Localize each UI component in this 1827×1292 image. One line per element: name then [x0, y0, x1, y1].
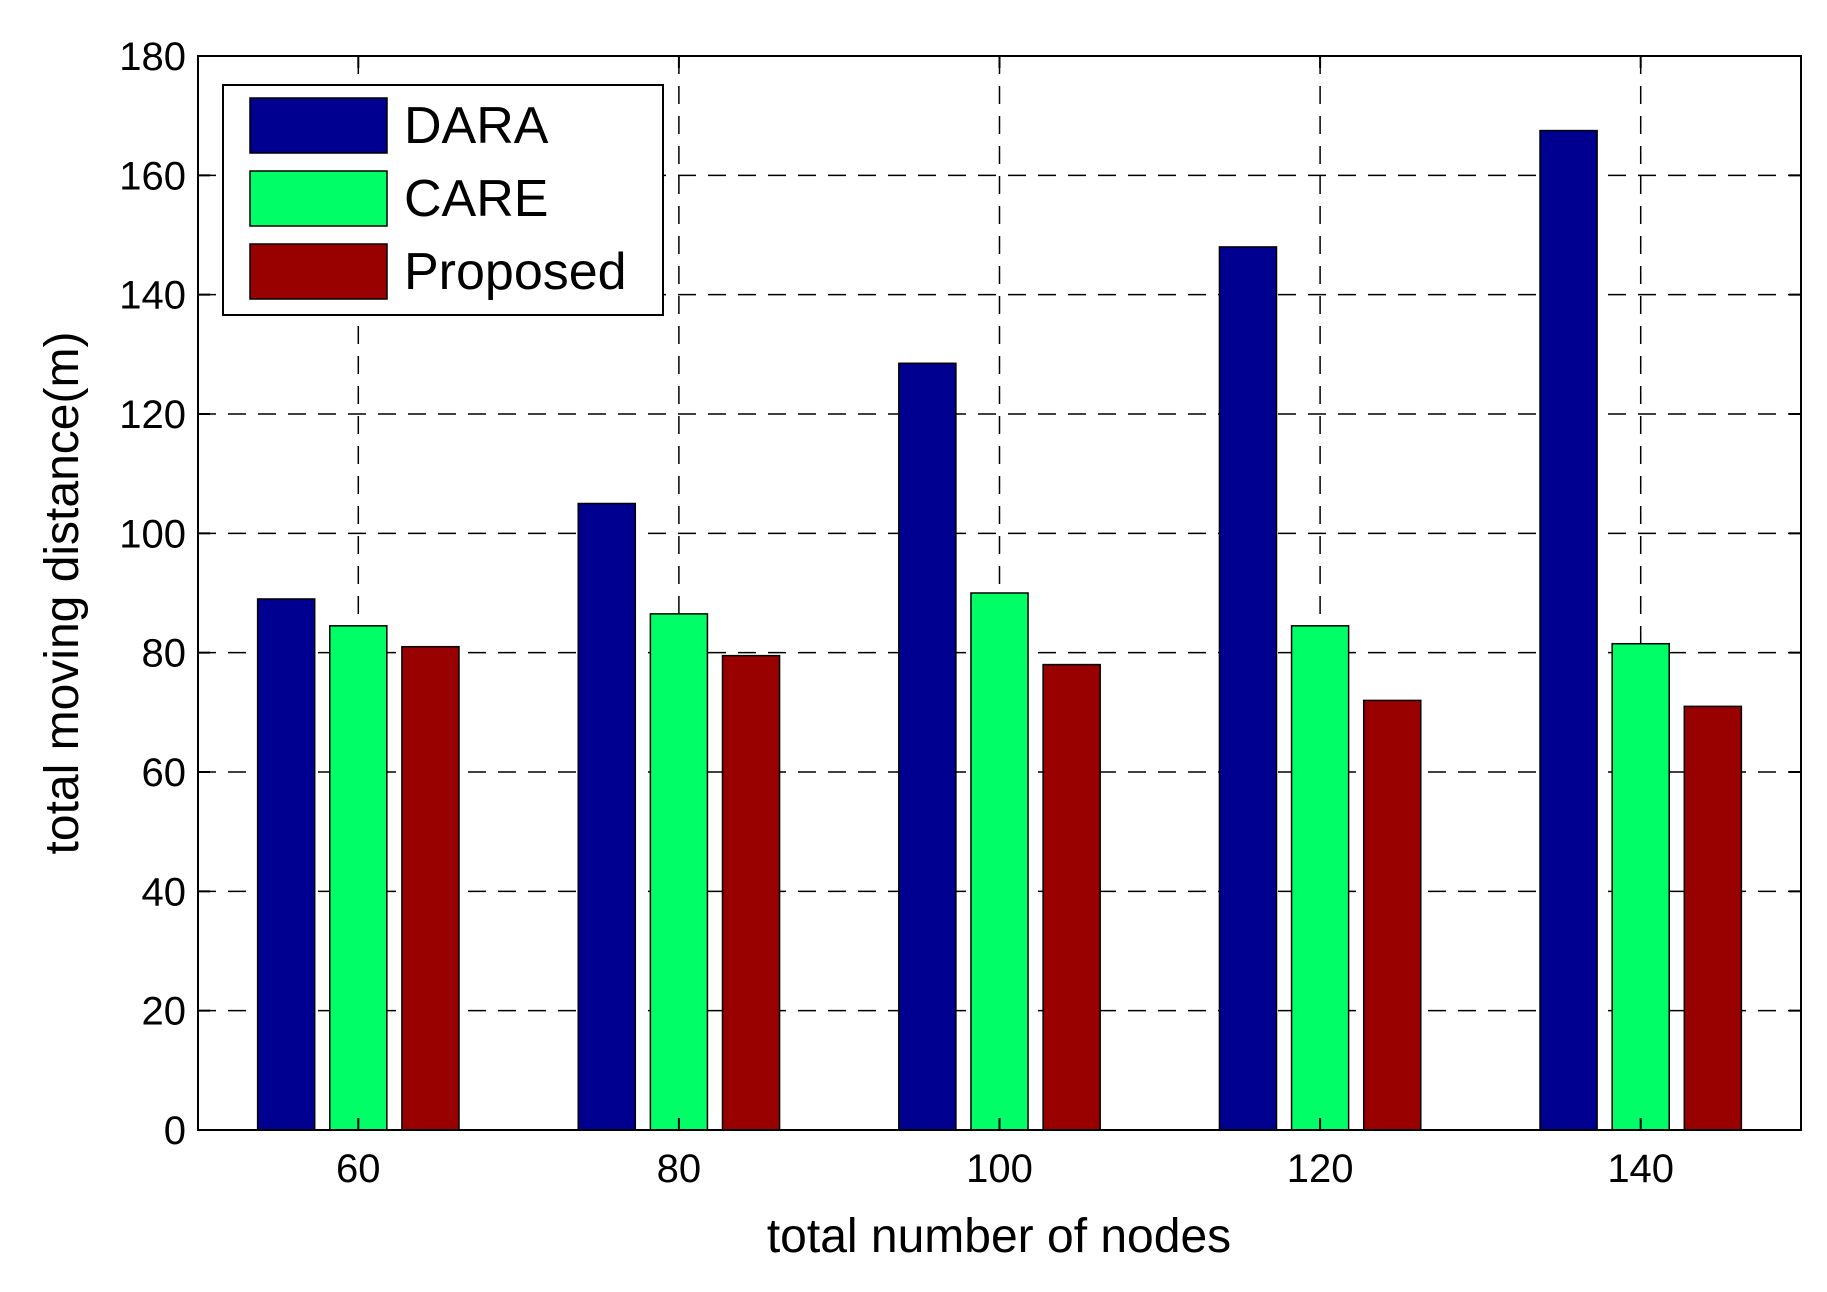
legend-swatch-care	[249, 170, 388, 227]
legend-label-proposed: Proposed	[404, 243, 627, 301]
bar-dara-60	[256, 598, 316, 1131]
legend: DARA CARE Proposed	[222, 84, 664, 316]
bar-dara-100	[898, 362, 957, 1131]
bar-proposed-100	[1042, 663, 1101, 1131]
x-tick-label: 100	[966, 1147, 1033, 1191]
y-tick-label: 40	[142, 870, 187, 914]
legend-label-care: CARE	[404, 170, 548, 228]
y-tick-label: 180	[119, 35, 186, 79]
y-tick-label: 120	[119, 393, 186, 437]
bar-proposed-140	[1683, 705, 1743, 1131]
legend-label-dara: DARA	[404, 97, 549, 155]
bar-care-80	[649, 613, 709, 1131]
y-tick-label: 0	[164, 1109, 186, 1153]
y-tick-label: 80	[142, 632, 187, 676]
grid	[198, 56, 1801, 1130]
legend-swatch-dara	[249, 97, 388, 154]
y-tick-label: 100	[119, 512, 186, 556]
y-tick-label: 140	[119, 274, 186, 318]
bar-dara-80	[577, 502, 637, 1131]
y-tick-label: 60	[142, 751, 187, 795]
x-tick-label: 140	[1607, 1147, 1674, 1191]
x-axis-label: total number of nodes	[767, 1210, 1231, 1263]
bar-proposed-80	[721, 654, 781, 1131]
y-axis-label: total moving distance(m)	[36, 332, 89, 855]
x-tick-label: 60	[336, 1147, 381, 1191]
legend-swatch-proposed	[249, 243, 388, 300]
bar-proposed-120	[1362, 699, 1422, 1131]
bar-dara-120	[1218, 246, 1278, 1131]
bar-care-100	[970, 592, 1029, 1131]
bar-care-140	[1611, 642, 1670, 1131]
y-tick-label: 160	[119, 154, 186, 198]
bar-care-60	[329, 625, 388, 1131]
bar-dara-140	[1539, 129, 1598, 1131]
x-tick-label: 80	[657, 1147, 702, 1191]
axis-ticks: 0 20 40 60 80 100 120 140 160 180 60 80 100 120 140	[119, 35, 1801, 1191]
x-tick-label: 120	[1287, 1147, 1354, 1191]
y-tick-label: 20	[142, 990, 187, 1034]
bar-proposed-60	[401, 645, 460, 1131]
bar-care-120	[1290, 625, 1350, 1131]
